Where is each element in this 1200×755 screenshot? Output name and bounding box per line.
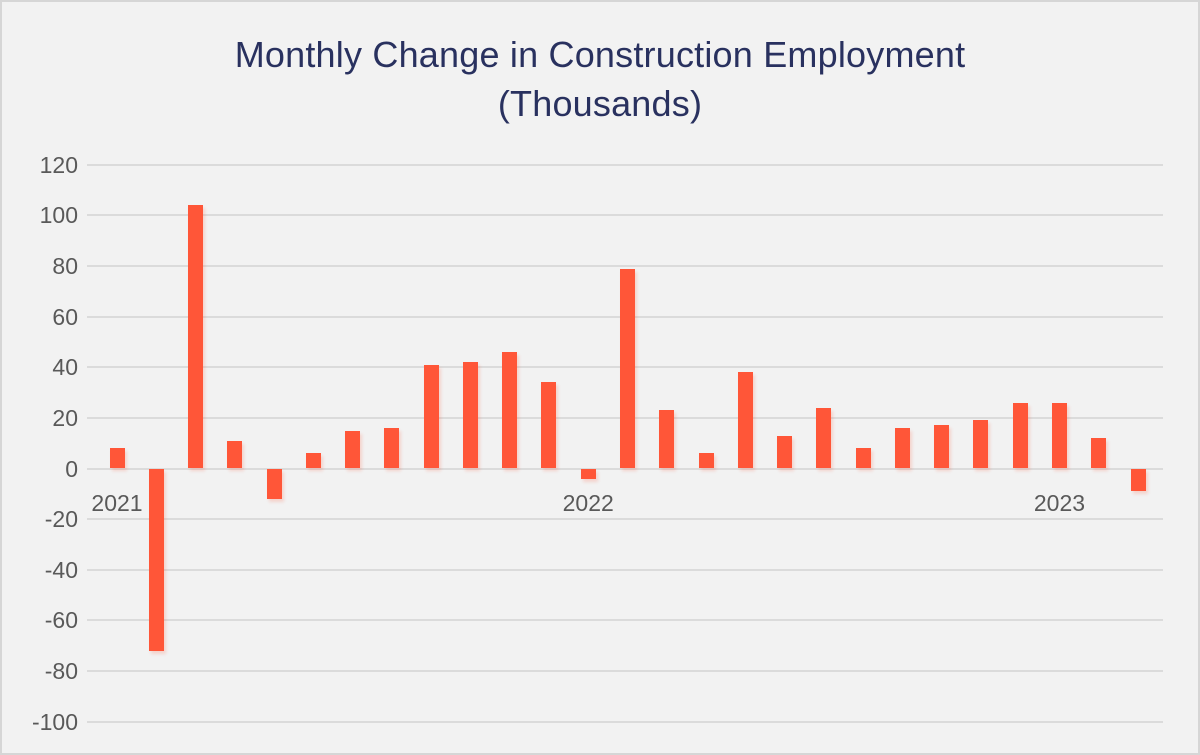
y-axis-tick-label: 100	[39, 202, 78, 229]
y-axis-tick-label: 0	[65, 455, 78, 482]
bar-may-2022	[737, 372, 753, 469]
bar-feb-2022	[620, 268, 635, 469]
y-axis-tick-label: -40	[44, 556, 78, 583]
y-axis-tick-label: 120	[39, 151, 78, 178]
gridline	[87, 214, 1163, 217]
gridline	[87, 265, 1163, 268]
bar-aug-2021	[384, 428, 400, 469]
y-axis-tick-label: 60	[52, 303, 78, 330]
bar-may-2021	[266, 468, 282, 499]
chart-title-line1: Monthly Change in Construction Employmen…	[234, 34, 966, 75]
y-axis-tick-label: -60	[44, 607, 78, 634]
y-axis-tick-label: 20	[52, 404, 78, 431]
gridline	[87, 467, 1163, 470]
gridline	[87, 518, 1163, 521]
gridline	[87, 619, 1163, 622]
bar-apr-2022	[698, 453, 714, 469]
bar-jun-2021	[305, 453, 321, 469]
x-axis-tick-label-2022: 2022	[562, 490, 614, 516]
y-axis-tick-label: -20	[44, 506, 78, 533]
x-axis-tick-label-2021: 2021	[91, 490, 143, 516]
gridline	[87, 568, 1163, 571]
bar-mar-2023	[1130, 468, 1146, 492]
bar-jan-2021	[109, 448, 125, 469]
gridline	[87, 163, 1163, 166]
x-axis-tick-label-2023: 2023	[1033, 490, 1086, 516]
bar-mar-2022	[659, 410, 675, 469]
bar-jul-2022	[816, 407, 832, 469]
bar-oct-2022	[934, 425, 950, 469]
bar-jun-2022	[777, 435, 793, 469]
bar-dec-2022	[1012, 402, 1028, 469]
bar-sep-2022	[894, 428, 910, 469]
bar-feb-2021	[148, 468, 164, 651]
chart-title-line2: (Thousands)	[497, 83, 703, 124]
bar-nov-2022	[973, 420, 989, 469]
bar-nov-2021	[502, 352, 518, 469]
bar-jan-2023	[1051, 402, 1067, 469]
bar-aug-2022	[855, 448, 871, 469]
bar-dec-2021	[541, 382, 557, 469]
bar-mar-2021	[188, 205, 204, 469]
bar-jul-2021	[345, 430, 361, 469]
gridline	[87, 669, 1163, 672]
chart-title: Monthly Change in Construction Employmen…	[2, 30, 1198, 128]
bar-oct-2021	[462, 362, 478, 469]
y-axis-tick-label: -100	[31, 708, 78, 735]
bar-sep-2021	[423, 364, 439, 469]
gridline	[87, 720, 1163, 723]
bar-jan-2022	[580, 468, 596, 479]
y-axis-tick-label: 80	[52, 253, 78, 280]
y-axis-tick-label: -80	[44, 657, 78, 684]
bar-feb-2023	[1091, 438, 1107, 469]
bar-apr-2021	[227, 440, 243, 469]
y-axis-tick-label: 40	[52, 354, 78, 381]
